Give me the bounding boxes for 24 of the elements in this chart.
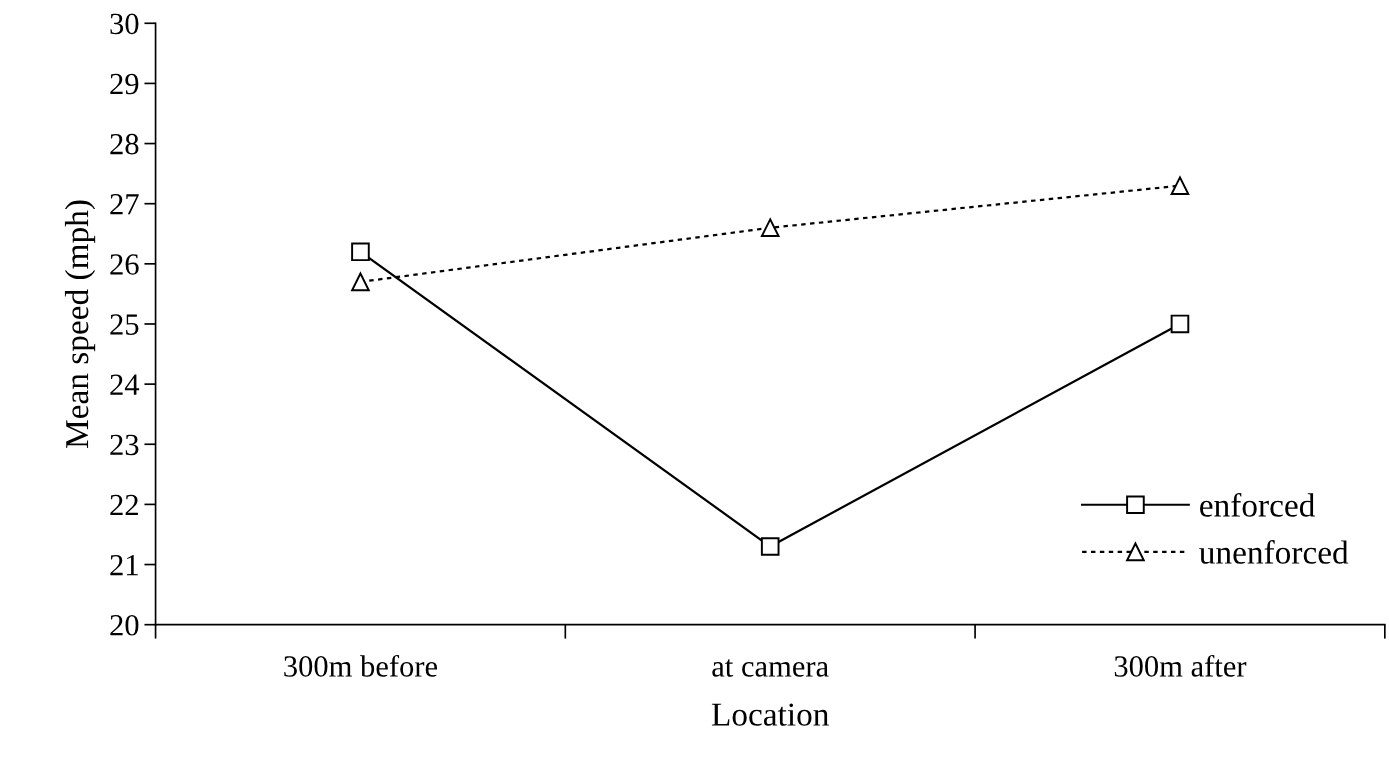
- y-tick-label: 24: [110, 374, 140, 395]
- y-tick-label: 20: [110, 614, 139, 636]
- y-tick-label: 22: [110, 494, 138, 515]
- x-tick-label: at camera: [712, 659, 829, 677]
- y-tick-label: 27: [110, 194, 139, 215]
- point: [351, 242, 370, 262]
- y-tick-label: 26: [110, 254, 139, 275]
- legend-label: unenforced: [1199, 540, 1349, 564]
- y-tick-label: 28: [110, 133, 139, 155]
- x-axis-title: Location: [711, 703, 829, 726]
- point: [1170, 314, 1190, 334]
- y-tick-label: 23: [110, 434, 139, 456]
- y-tick-label: 30: [110, 13, 139, 35]
- point: [760, 218, 780, 238]
- point: [760, 537, 780, 556]
- y-tick-label: 21: [110, 554, 138, 576]
- x-tick-label: 300m after: [1114, 654, 1247, 677]
- y-tick-label: 25: [110, 314, 139, 335]
- y-tick-label: 29: [110, 73, 139, 95]
- point: [351, 272, 370, 292]
- legend-label: enforced: [1200, 492, 1315, 517]
- x-tick-label: 300m before: [284, 654, 438, 677]
- point: [1170, 176, 1190, 195]
- y-axis-title: Mean speed (mph): [64, 200, 96, 448]
